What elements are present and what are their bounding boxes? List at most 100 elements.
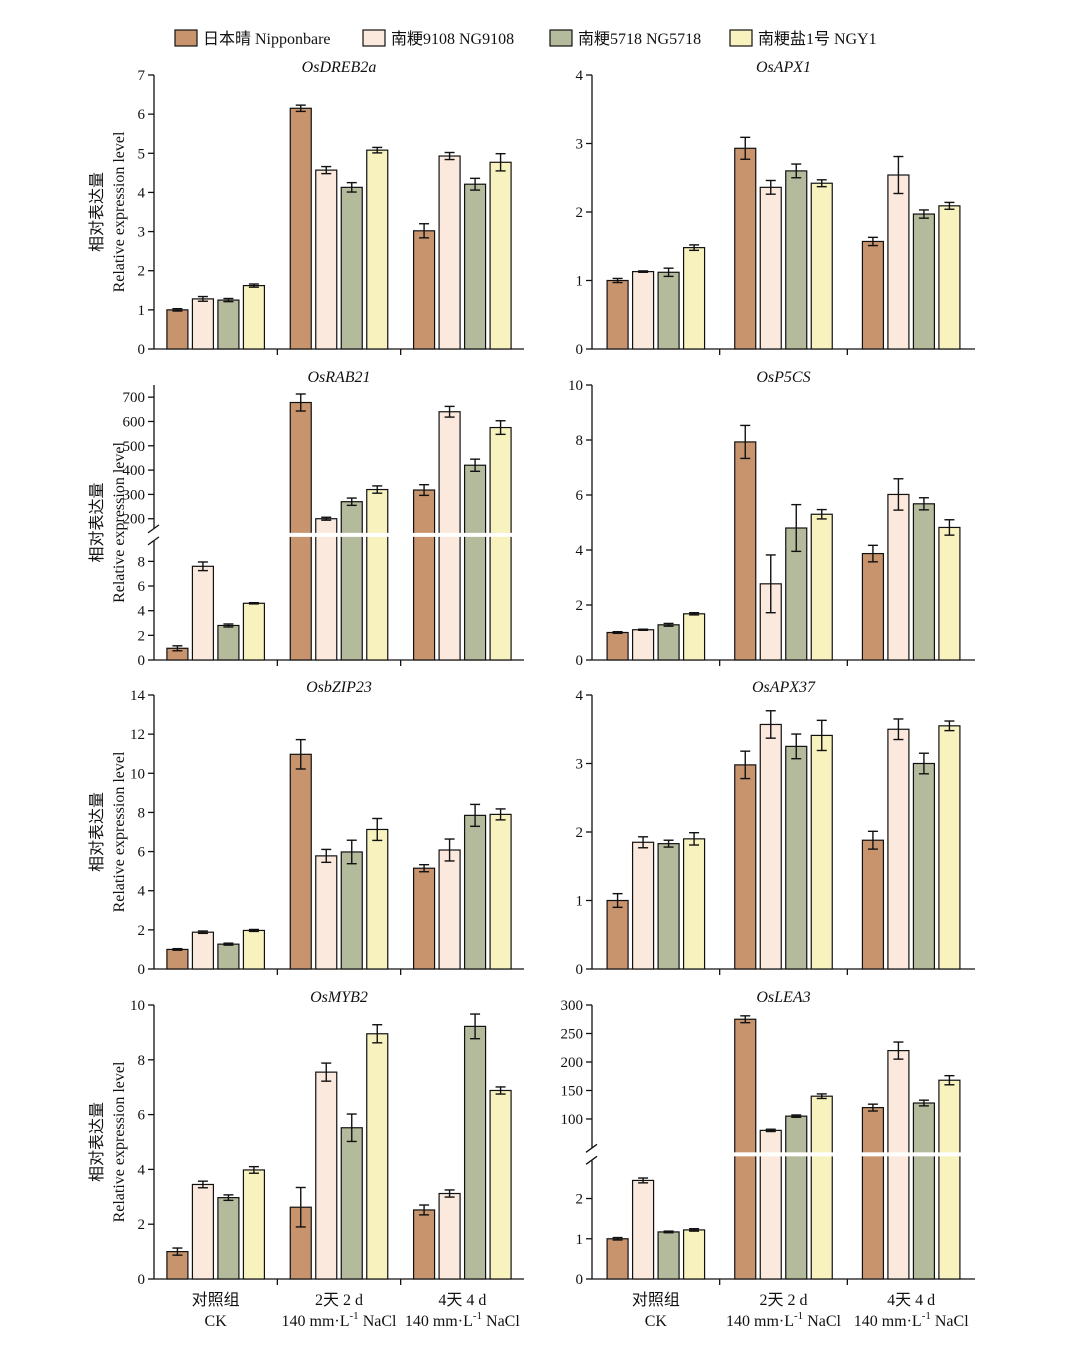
axis-break-mark: [585, 1155, 598, 1165]
bar-OsAPX37-1-3: [810, 734, 833, 970]
legend-label: 南粳9108 NG9108: [391, 30, 514, 48]
y-tick-label: 10: [130, 998, 145, 1014]
bar-OsP5CS-1-3: [810, 513, 833, 661]
bar-OsP5CS-0-0: [606, 631, 629, 661]
y-tick-label: 8: [138, 554, 146, 570]
bar-OsLEA3-1-3: [810, 1095, 833, 1280]
bar-OsDREB2a-1-1: [315, 169, 338, 350]
chart-title: OsDREB2a: [302, 59, 377, 76]
y-tick-label: 3: [138, 225, 146, 241]
y-axis-label-cn: 相对表达量: [88, 1102, 106, 1182]
legend-label: 日本晴 Nipponbare: [203, 30, 331, 48]
bar-OsDREB2a-2-0: [412, 230, 436, 350]
y-tick-label: 6: [138, 845, 146, 861]
axes: [586, 74, 975, 355]
bar-OsAPX1-1-0: [734, 147, 757, 350]
y-tick-label: 2: [138, 1217, 146, 1233]
y-tick-label: 2: [576, 205, 584, 221]
y-tick-label: 600: [123, 414, 146, 430]
y-tick-label: 300: [123, 487, 146, 503]
y-tick-label: 1: [576, 1232, 584, 1248]
y-tick-label: 300: [561, 998, 584, 1014]
bar-OsbZIP23-0-3: [242, 929, 266, 970]
chart-title: OsAPX1: [756, 59, 811, 76]
bar-OsAPX37-1-0: [734, 764, 757, 970]
y-tick-label: 4: [138, 884, 146, 900]
bar-OsAPX37-2-3: [938, 725, 961, 970]
chart-title: OsMYB2: [310, 989, 368, 1006]
y-tick-label: 10: [130, 766, 145, 782]
x-group-label: 对照组: [632, 1291, 680, 1309]
y-tick-label: 700: [123, 390, 146, 406]
bar-OsbZIP23-0-1: [191, 931, 215, 970]
y-tick-label: 6: [138, 107, 146, 123]
bar-OsP5CS-2-2: [912, 503, 936, 661]
y-tick-label: 0: [576, 1272, 584, 1288]
bar-OsAPX37-1-1: [759, 723, 782, 970]
bar-OsbZIP23-1-1: [315, 855, 338, 970]
y-tick-label: 5: [138, 146, 146, 162]
axis-break-band: [279, 532, 522, 537]
y-tick-label: 2: [576, 598, 584, 614]
y-tick-label: 500: [123, 439, 146, 455]
y-axis-label-cn: 相对表达量: [88, 792, 106, 872]
bar-OsbZIP23-0-2: [217, 943, 240, 970]
chart-title: OsbZIP23: [306, 679, 372, 696]
bar-OsMYB2-2-0: [412, 1209, 436, 1280]
y-tick-label: 2: [576, 1192, 584, 1208]
bar-OsDREB2a-1-2: [340, 186, 363, 350]
x-group-sublabel: 140 mm·L-1 NaCl: [282, 1310, 398, 1330]
bar-OsAPX1-1-2: [785, 170, 808, 350]
chart-OsAPX1: OsAPX1 0 1 2 3 4: [576, 59, 975, 358]
legend-swatch: [549, 29, 573, 47]
bar-OsbZIP23-0-0: [166, 948, 189, 970]
bar-OsRAB21-0-2: [217, 624, 240, 661]
bar-OsMYB2-1-3: [366, 1033, 389, 1280]
y-axis-label-en: Relative expression level: [111, 442, 128, 603]
chart-OsbZIP23: OsbZIP23 0 2 4 6 8 10 12 14 相对表达量 Relative express…: [88, 679, 524, 978]
bar-OsAPX37-0-3: [682, 838, 706, 970]
axes: [148, 694, 524, 975]
axes: [147, 385, 524, 666]
chart-OsDREB2a: OsDREB2a 0 1 2 3 4 5 6 7 相对表达量 Relative expression…: [88, 59, 524, 358]
y-tick-label: 6: [576, 488, 584, 504]
bar-OsLEA3-2-3: [938, 1079, 961, 1280]
bar-OsbZIP23-2-2: [463, 814, 487, 970]
bar-OsDREB2a-0-0: [166, 309, 189, 350]
y-tick-label: 6: [138, 1108, 146, 1124]
y-tick-label: 4: [138, 185, 146, 201]
axes: [585, 1004, 975, 1285]
bar-OsMYB2-0-1: [191, 1183, 215, 1280]
bar-OsLEA3-1-2: [785, 1115, 808, 1280]
y-tick-label: 200: [123, 512, 146, 528]
bar-OsDREB2a-2-2: [463, 183, 487, 350]
bar-OsRAB21-2-0: [412, 489, 436, 661]
x-group-sublabel: 140 mm·L-1 NaCl: [854, 1310, 970, 1330]
y-tick-label: 8: [138, 805, 146, 821]
bar-OsMYB2-0-2: [217, 1197, 240, 1280]
bar-OsDREB2a-1-0: [289, 107, 312, 350]
y-tick-label: 100: [561, 1112, 584, 1128]
bar-OsRAB21-1-1: [315, 518, 338, 661]
bar-OsMYB2-1-1: [315, 1071, 338, 1280]
legend-swatch: [174, 29, 198, 47]
axes: [148, 1004, 524, 1285]
chart-OsRAB21: OsRAB21 0 2 4 6 8 200 300 400 500 600 700 相对表达量 Relat…: [88, 369, 524, 669]
x-group-label: 2天 2 d: [315, 1292, 363, 1309]
y-tick-label: 200: [561, 1055, 584, 1071]
y-tick-label: 1: [138, 303, 146, 319]
bar-OsP5CS-2-3: [938, 526, 961, 661]
bar-OsRAB21-0-1: [191, 565, 215, 661]
x-group-label: 4天 4 d: [438, 1292, 486, 1309]
y-tick-label: 2: [138, 264, 146, 280]
axes: [148, 74, 524, 355]
bar-OsP5CS-0-1: [631, 629, 655, 661]
y-tick-label: 4: [576, 688, 584, 704]
bar-OsDREB2a-1-3: [366, 149, 389, 350]
bar-OsAPX1-1-1: [759, 186, 782, 350]
legend-swatch: [729, 29, 753, 47]
bar-OsAPX37-0-1: [631, 841, 655, 970]
bar-OsbZIP23-1-2: [340, 851, 363, 970]
y-tick-label: 1: [576, 274, 584, 290]
